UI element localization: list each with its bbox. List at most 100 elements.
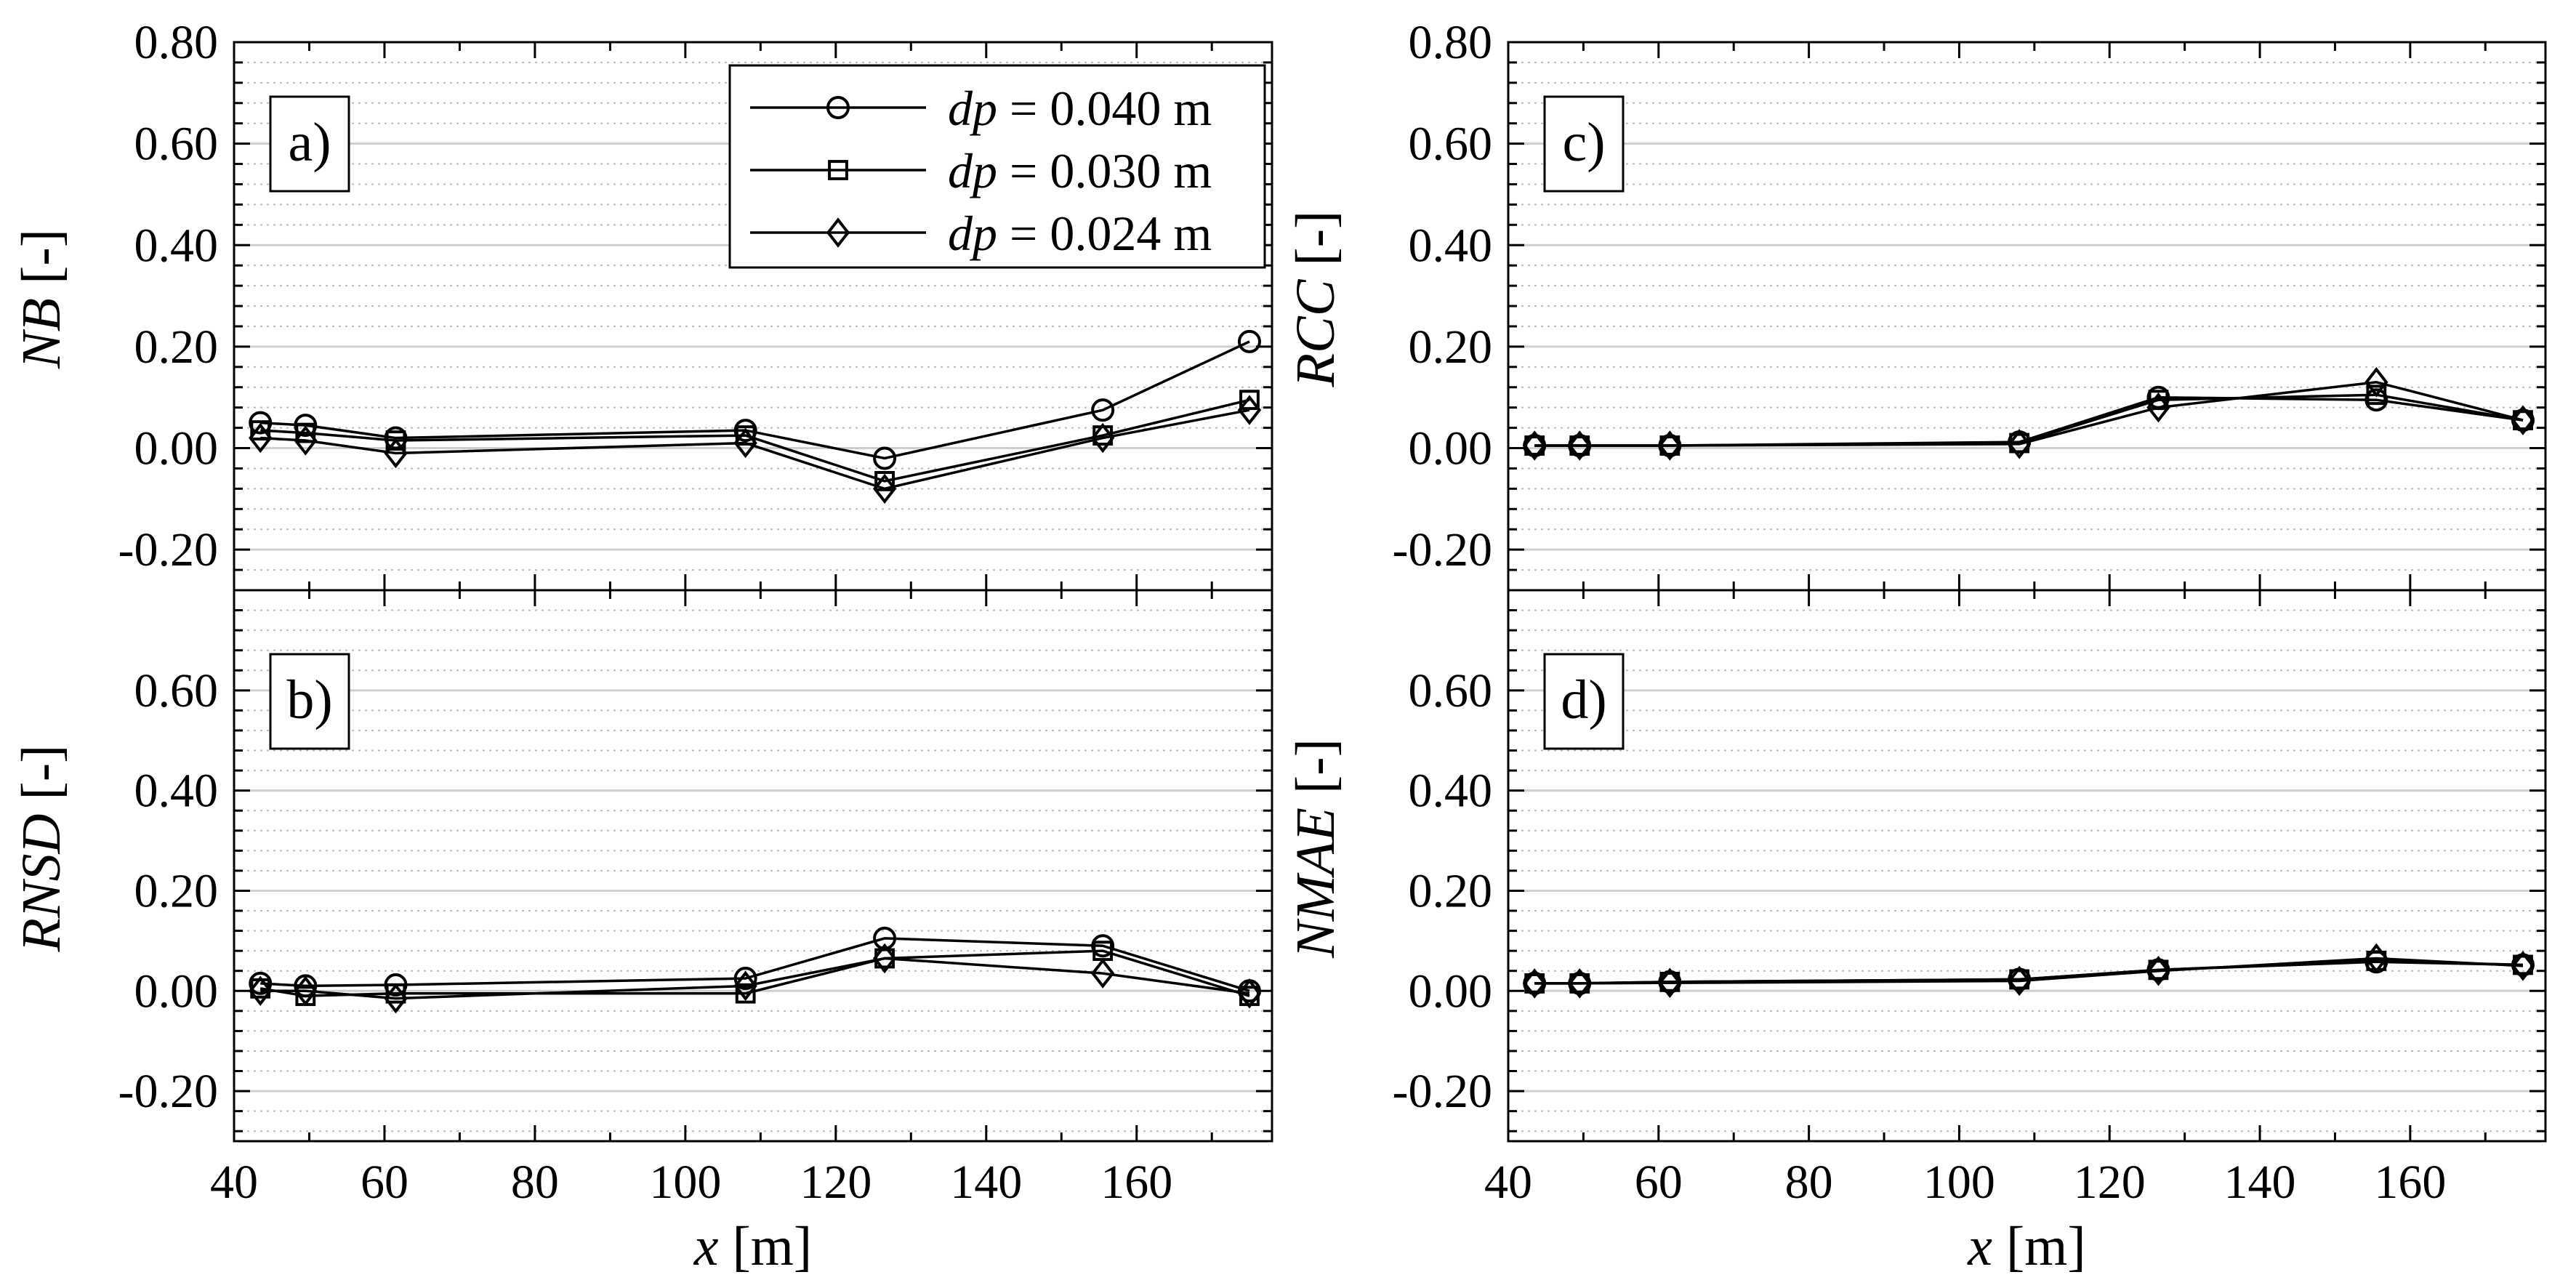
series-diamond — [1523, 367, 2535, 461]
diamond-marker — [826, 217, 850, 248]
series-diamond — [1523, 943, 2535, 999]
y-axis-label: NB [-] — [11, 229, 72, 369]
x-tick-label: 120 — [2074, 1156, 2146, 1209]
y-axis-label-var: NB — [11, 298, 72, 369]
legend-label-value: = 0.030 m — [997, 143, 1212, 198]
x-tick-label: 80 — [511, 1156, 559, 1209]
axes-frame — [233, 589, 1273, 1143]
circle-marker — [826, 96, 850, 119]
y-tick-label: 0.20 — [134, 864, 219, 917]
legend-label: dp = 0.030 m — [948, 143, 1212, 198]
diamond-marker — [249, 422, 273, 454]
diamond-marker — [1237, 395, 1262, 425]
y-tick-label: 0.60 — [134, 664, 219, 717]
legend-entry: dp = 0.040 m — [750, 81, 1212, 136]
y-axis-label: NMAE [-] — [1285, 738, 1346, 959]
y-axis-label-var: RNSD — [11, 813, 72, 952]
panel-d: 0.60 0.40 0.20 0.00 -0.20 40 60 80 100 120 140 160 x… — [1285, 589, 2547, 1277]
square-marker — [1239, 390, 1260, 411]
panel-b: 0.60 0.40 0.20 0.00 -0.20 40 60 80 100 120 140 160 x… — [11, 589, 1273, 1277]
axes-frame — [1507, 589, 2547, 1143]
x-tick-label: 80 — [1785, 1156, 1833, 1209]
y-tick-label: 0.80 — [134, 16, 219, 69]
x-axis-label-unit: [m] — [1992, 1216, 2086, 1277]
diamond-marker — [2511, 405, 2535, 435]
y-tick-label: 0.00 — [134, 965, 219, 1018]
x-axis-label: x [m] — [693, 1216, 812, 1277]
y-tick-label: 0.40 — [134, 219, 219, 272]
panel-label-text: b) — [286, 669, 332, 730]
y-tick-label: 0.20 — [1409, 864, 1493, 917]
y-tick-label: -0.20 — [118, 523, 218, 576]
circle-marker — [733, 419, 757, 443]
diamond-marker — [2364, 943, 2388, 974]
circle-marker — [1091, 934, 1115, 958]
y-tick-label: 0.60 — [1409, 664, 1493, 717]
y-tick-label: 0.40 — [1409, 219, 1493, 272]
diamond-marker — [1523, 430, 1547, 461]
x-axis-label-unit: [m] — [719, 1216, 813, 1277]
panel-label-box — [269, 653, 350, 750]
series-square — [250, 390, 1260, 491]
diamond-marker — [1090, 422, 1115, 454]
y-axis-label-unit: [-] — [1285, 211, 1346, 280]
legend-label: dp = 0.040 m — [948, 81, 1212, 136]
series-diamond — [249, 943, 1262, 1014]
diamond-marker — [1237, 978, 1262, 1009]
x-ticks — [233, 42, 1213, 590]
series-line — [260, 398, 1250, 483]
y-tick-label: 0.40 — [1409, 765, 1493, 818]
y-tick-label: 0.00 — [1409, 422, 1493, 475]
diamond-marker — [2146, 392, 2170, 423]
y-tick-label: 0.20 — [1409, 321, 1493, 374]
diamond-marker — [2146, 955, 2170, 986]
legend-label-value: = 0.040 m — [997, 81, 1212, 136]
diamond-marker — [384, 438, 408, 469]
x-tick-label: 160 — [1100, 1156, 1172, 1209]
y-axis-label-var: RCC — [1285, 278, 1346, 387]
legend-entry: dp = 0.024 m — [750, 206, 1212, 261]
y-ticks — [234, 589, 1272, 1132]
x-axis-label-var: x — [1967, 1216, 1992, 1277]
panel-label-text: a) — [288, 112, 331, 173]
y-tick-label: 0.80 — [1409, 16, 1493, 69]
x-tick-label: 40 — [1484, 1156, 1532, 1209]
diamond-marker — [294, 975, 318, 1007]
x-tick-label: 60 — [361, 1156, 408, 1209]
x-axis-label-var: x — [693, 1216, 719, 1277]
y-axis-label-var: NMAE — [1285, 808, 1346, 959]
series-line — [259, 949, 1250, 997]
x-ticks — [1507, 42, 2487, 590]
panel-label: b) — [269, 653, 350, 750]
panel-label-text: c) — [1562, 112, 1605, 173]
panel-a: 0.80 0.60 0.40 0.20 0.00 -0.20 NB [-] a) — [11, 16, 1273, 592]
series-line — [260, 408, 1250, 491]
series-line — [260, 957, 1250, 1000]
y-ticks — [1508, 41, 2545, 592]
diamond-marker — [1658, 430, 1682, 461]
panel-label: d) — [1543, 653, 1625, 750]
diamond-marker — [1523, 968, 1547, 999]
x-tick-label: 40 — [210, 1156, 258, 1209]
circle-marker — [873, 446, 897, 470]
square-marker — [2366, 385, 2387, 406]
circle-marker — [733, 967, 757, 991]
square-marker — [828, 160, 848, 180]
circle-marker — [294, 414, 318, 438]
y-axis-label-unit: [-] — [11, 229, 72, 298]
y-tick-label: -0.20 — [118, 1065, 218, 1118]
y-ticks — [1508, 589, 2545, 1132]
legend-label-value: = 0.024 m — [997, 206, 1212, 261]
circle-marker — [1237, 329, 1261, 353]
square-marker — [385, 430, 406, 451]
legend-entry: dp = 0.030 m — [750, 143, 1212, 198]
x-tick-label: 100 — [1923, 1156, 1995, 1209]
circle-marker — [249, 971, 273, 995]
diamond-marker — [294, 425, 318, 456]
diamond-marker — [872, 473, 897, 504]
legend-label-var: dp — [948, 206, 997, 261]
diamond-marker — [384, 983, 408, 1014]
diamond-marker — [733, 427, 757, 459]
y-axis-label: RCC [-] — [1285, 211, 1346, 388]
x-tick-label: 140 — [2224, 1156, 2296, 1209]
